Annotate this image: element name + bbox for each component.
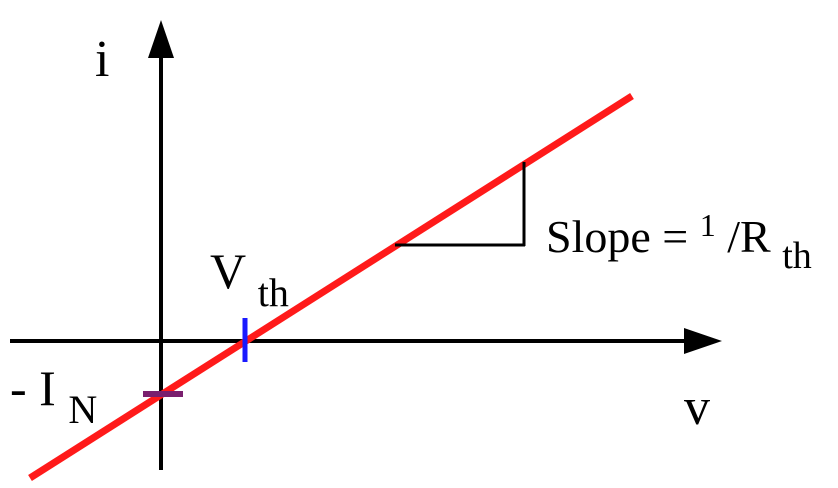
- vth-label: V th: [210, 243, 289, 315]
- in-label: - I N: [10, 360, 97, 432]
- y-axis-arrowhead: [148, 20, 174, 58]
- slope-triangle: [395, 162, 526, 247]
- slope-label-numerator: 1: [700, 207, 716, 243]
- slope-label: Slope = 1 /R th: [546, 195, 812, 277]
- in-label-main: - I: [10, 360, 56, 416]
- in-label-sub: N: [68, 387, 97, 432]
- axes: [10, 20, 722, 470]
- y-axis-label: i: [95, 31, 109, 88]
- characteristic-line: [28, 93, 634, 481]
- slope-label-text: Slope =: [546, 211, 700, 262]
- x-axis-label: v: [684, 379, 710, 436]
- slope-label-denominator: /R: [727, 211, 771, 262]
- vth-label-main: V: [210, 243, 246, 299]
- x-axis-arrowhead: [684, 328, 722, 354]
- slope-label-sub: th: [782, 235, 812, 277]
- vth-label-sub: th: [258, 270, 289, 315]
